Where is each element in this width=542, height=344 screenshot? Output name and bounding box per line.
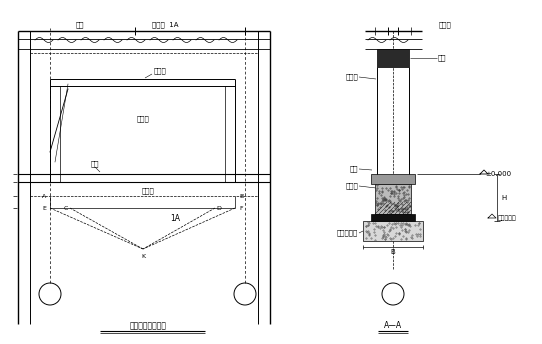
Bar (371, 214, 415, 221)
Text: A: A (42, 194, 46, 198)
Text: B: B (391, 249, 395, 255)
Text: 圈梁: 圈梁 (76, 22, 84, 28)
Text: 地梁: 地梁 (350, 166, 358, 172)
Text: E: E (42, 205, 46, 211)
Text: 空心板  1A: 空心板 1A (152, 22, 178, 28)
Bar (371, 174, 415, 184)
Text: K: K (141, 254, 145, 258)
Bar (377, 49, 409, 67)
Text: 圈梁: 圈梁 (438, 55, 447, 61)
Text: 门演在: 门演在 (137, 116, 150, 122)
Text: 图一，门框架布置: 图一，门框架布置 (130, 322, 166, 331)
Text: B: B (239, 194, 243, 198)
Text: 门楂梁: 门楂梁 (153, 68, 166, 74)
Text: F: F (239, 205, 243, 211)
Text: A—A: A—A (384, 322, 402, 331)
Text: 门楂梁: 门楂梁 (345, 74, 358, 80)
Text: H: H (501, 195, 507, 201)
Text: 空心板: 空心板 (438, 22, 451, 28)
Bar (375, 184, 411, 214)
Bar (363, 221, 423, 241)
Text: ±0.000: ±0.000 (485, 171, 511, 177)
Text: C: C (64, 205, 68, 211)
Text: 1A: 1A (170, 214, 180, 223)
Text: 地锁梁: 地锁梁 (345, 183, 358, 189)
Text: 地锁梁: 地锁梁 (141, 188, 154, 194)
Text: 地梁: 地梁 (91, 161, 99, 167)
Text: 混凝土垃层: 混凝土垃层 (337, 230, 358, 236)
Text: D: D (217, 205, 222, 211)
Text: 基基底标高: 基基底标高 (498, 215, 517, 221)
